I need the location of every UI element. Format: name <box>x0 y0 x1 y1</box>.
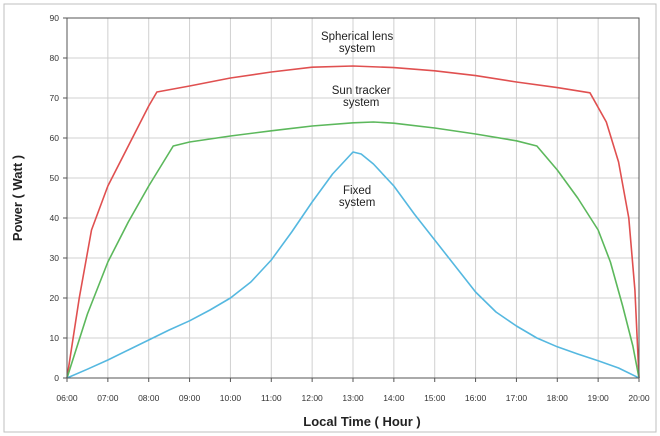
x-tick-label: 13:00 <box>342 393 364 403</box>
series-label-0: system <box>339 43 375 55</box>
y-tick-label: 10 <box>50 333 60 343</box>
x-tick-label: 18:00 <box>547 393 569 403</box>
y-tick-label: 40 <box>50 213 60 223</box>
y-tick-label: 20 <box>50 293 60 303</box>
y-tick-label: 0 <box>54 373 59 383</box>
figure-border <box>3 3 657 433</box>
x-tick-label: 07:00 <box>97 393 119 403</box>
series-label-0: Spherical lens <box>321 31 393 43</box>
y-axis-label: Power ( Watt ) <box>10 155 25 241</box>
x-tick-label: 12:00 <box>302 393 324 403</box>
series-label-1: Sun tracker <box>332 85 391 97</box>
x-tick-label: 16:00 <box>465 393 487 403</box>
x-tick-label: 09:00 <box>179 393 201 403</box>
x-tick-label: 08:00 <box>138 393 160 403</box>
series-line-0 <box>66 65 640 379</box>
series-line-2 <box>66 151 640 379</box>
x-tick-label: 14:00 <box>383 393 405 403</box>
x-tick-label: 20:00 <box>628 393 650 403</box>
series-layer <box>66 65 640 379</box>
series-line-1 <box>66 121 640 379</box>
series-label-2: system <box>339 197 375 209</box>
gridlines <box>67 18 639 378</box>
x-axis: 06:00 07:00 08:00 09:00 10:00 11:00 12:00 13:00… <box>56 378 650 403</box>
y-axis: 0 10 20 30 40 50 60 70 80 90 <box>50 13 67 383</box>
y-tick-label: 60 <box>50 133 60 143</box>
y-tick-label: 70 <box>50 93 60 103</box>
y-tick-label: 90 <box>50 13 60 23</box>
x-axis-label: Local Time ( Hour ) <box>303 414 421 429</box>
x-tick-label: 10:00 <box>220 393 242 403</box>
y-tick-label: 80 <box>50 53 60 63</box>
x-tick-label: 06:00 <box>56 393 78 403</box>
x-tick-label: 19:00 <box>588 393 610 403</box>
y-tick-label: 30 <box>50 253 60 263</box>
y-tick-label: 50 <box>50 173 60 183</box>
series-label-1: system <box>343 97 379 109</box>
x-tick-label: 17:00 <box>506 393 528 403</box>
x-tick-label: 15:00 <box>424 393 446 403</box>
x-tick-label: 11:00 <box>261 393 282 403</box>
series-label-2: Fixed <box>343 185 371 197</box>
